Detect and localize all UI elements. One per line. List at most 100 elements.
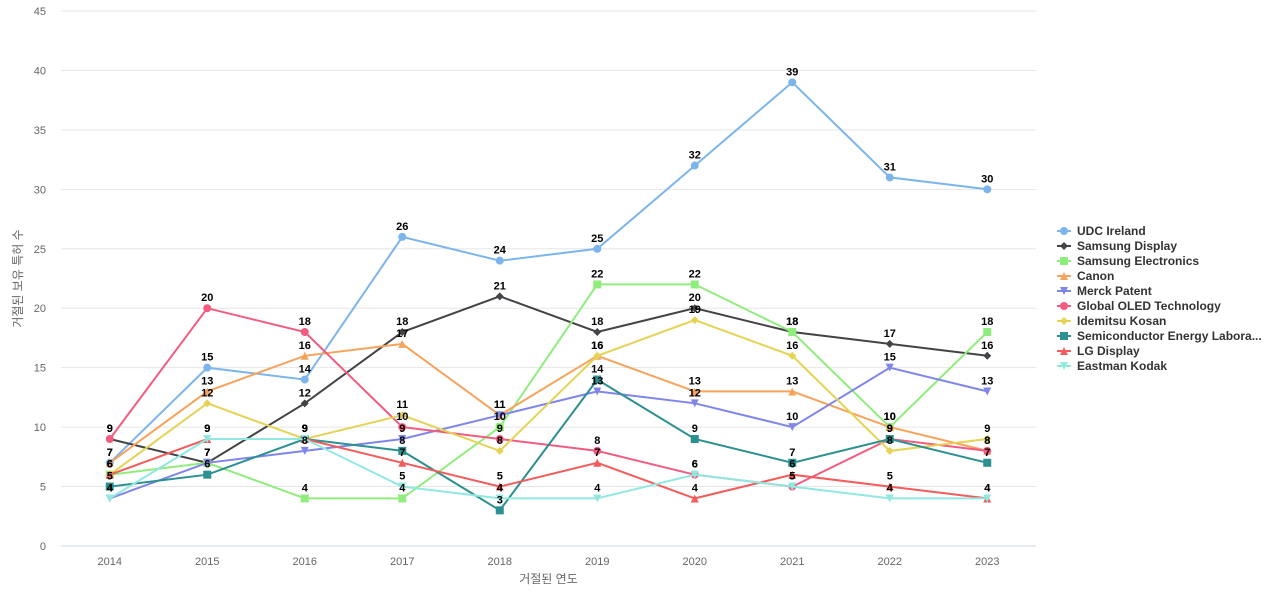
data-label: 14 — [299, 364, 312, 376]
data-label: 9 — [887, 423, 893, 435]
data-point — [983, 185, 992, 194]
data-point — [885, 435, 894, 443]
data-label: 20 — [689, 292, 701, 304]
data-point — [495, 482, 504, 491]
y-tick-label: 5 — [40, 482, 46, 494]
data-label: 7 — [107, 447, 113, 459]
data-point — [495, 256, 504, 265]
data-label: 13 — [201, 375, 213, 387]
data-label: 4 — [107, 482, 114, 494]
data-label: 5 — [789, 471, 795, 483]
data-label: 16 — [299, 340, 311, 352]
data-point — [690, 435, 699, 443]
legend-item[interactable]: Samsung Display — [1057, 239, 1177, 253]
data-label: 7 — [594, 447, 600, 459]
data-point — [398, 411, 407, 420]
data-label: 31 — [884, 161, 896, 173]
data-label: 20 — [201, 292, 213, 304]
data-label: 10 — [494, 411, 506, 423]
y-tick-label: 0 — [40, 541, 46, 553]
data-point — [885, 446, 894, 455]
data-label: 6 — [204, 459, 210, 471]
data-label: 9 — [107, 423, 113, 435]
legend-item[interactable]: Global OLED Technology — [1057, 299, 1221, 313]
grid-layer — [61, 10, 1036, 547]
data-label: 16 — [786, 340, 798, 352]
x-tick-label: 2014 — [98, 556, 122, 568]
legend-marker — [1060, 362, 1068, 370]
data-label: 6 — [107, 459, 113, 471]
data-label: 5 — [789, 471, 795, 483]
data-label: 7 — [789, 447, 795, 459]
x-tick-label: 2022 — [878, 556, 902, 568]
x-tick-label: 2015 — [195, 556, 219, 568]
data-label: 39 — [786, 66, 798, 78]
x-axis-title: 거절된 연도 — [519, 572, 578, 586]
data-point — [105, 458, 114, 467]
data-label: 4 — [594, 482, 601, 494]
data-label: 7 — [107, 447, 113, 459]
legend-item[interactable]: LG Display — [1057, 344, 1140, 358]
legend-item[interactable]: Canon — [1057, 269, 1114, 283]
data-label: 32 — [689, 150, 701, 162]
data-point — [593, 494, 602, 503]
legend-item[interactable]: Eastman Kodak — [1057, 359, 1167, 373]
data-label: 4 — [984, 482, 991, 494]
data-label: 17 — [396, 328, 408, 340]
y-tick-label: 10 — [34, 422, 46, 434]
data-point — [495, 411, 504, 420]
data-label: 4 — [399, 482, 406, 494]
legend-item[interactable]: Merck Patent — [1057, 284, 1152, 298]
data-label: 9 — [204, 423, 210, 435]
legend-label: Samsung Display — [1077, 239, 1177, 253]
data-label: 15 — [884, 352, 896, 364]
legend-item[interactable]: UDC Ireland — [1057, 224, 1146, 238]
data-point — [983, 328, 992, 336]
data-point — [690, 280, 699, 289]
data-label: 24 — [494, 245, 507, 257]
legend-marker — [1060, 257, 1068, 265]
x-tick-label: 2017 — [390, 556, 414, 568]
data-label: 6 — [692, 459, 698, 471]
data-point — [788, 328, 797, 336]
x-tick-label: 2016 — [293, 556, 317, 568]
data-point — [495, 446, 504, 455]
data-point — [593, 387, 602, 396]
data-point — [495, 494, 504, 503]
data-label: 11 — [494, 399, 506, 411]
data-label: 4 — [107, 482, 114, 494]
data-point — [398, 494, 407, 503]
data-label: 26 — [396, 221, 408, 233]
legend-item[interactable]: Samsung Electronics — [1057, 254, 1199, 268]
data-label: 4 — [887, 482, 894, 494]
data-label: 4 — [497, 482, 504, 494]
data-point — [983, 435, 992, 443]
data-label: 8 — [594, 435, 600, 447]
data-point — [885, 363, 894, 372]
data-point — [105, 470, 114, 479]
legend-item[interactable]: Idemitsu Kosan — [1057, 314, 1166, 328]
series-line — [109, 283, 988, 500]
legend-item[interactable]: Semiconductor Energy Labora... — [1057, 329, 1262, 343]
data-label: 8 — [984, 435, 990, 447]
data-point — [593, 446, 602, 455]
y-tick-label: 45 — [34, 6, 46, 18]
data-point — [398, 339, 407, 348]
data-label: 18 — [786, 316, 798, 328]
data-point — [300, 494, 309, 503]
data-label: 8 — [887, 435, 893, 447]
data-label: 7 — [399, 447, 405, 459]
data-label: 7 — [204, 447, 210, 459]
data-point — [593, 375, 602, 384]
data-label: 30 — [981, 173, 993, 185]
series-line — [109, 295, 988, 464]
data-point — [593, 351, 602, 360]
data-point — [983, 494, 992, 503]
data-point — [885, 423, 894, 432]
data-point — [690, 494, 699, 503]
data-label: 9 — [302, 423, 308, 435]
y-tick-label: 30 — [34, 184, 46, 196]
data-point — [300, 351, 309, 360]
data-point — [690, 161, 699, 170]
data-point — [690, 316, 699, 325]
